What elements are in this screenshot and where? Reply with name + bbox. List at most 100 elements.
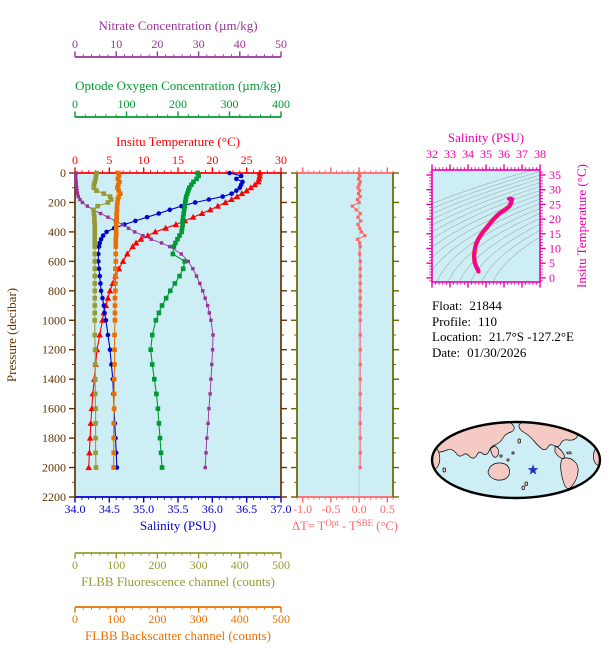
svg-text:1000: 1000 [42, 313, 66, 327]
series-backscatter [111, 170, 123, 470]
axis-dt-bottom: -1.0 -0.5 0.0 0.5 [293, 496, 395, 516]
svg-text:600: 600 [48, 254, 66, 268]
svg-text:36.0: 36.0 [202, 502, 223, 516]
svg-text:300: 300 [221, 97, 239, 111]
series-delta-t [350, 171, 367, 470]
svg-text:35: 35 [480, 147, 492, 161]
axis-nitrate: 0 10 20 30 40 50 Nitrate Concentration (µm/kg) [72, 18, 287, 58]
profile-row: Profile: 110 [432, 314, 574, 330]
svg-text:100: 100 [107, 612, 125, 626]
svg-text:5: 5 [106, 153, 112, 167]
svg-text:200: 200 [148, 612, 166, 626]
location-row: Location: 21.7°S -127.2°E [432, 329, 574, 345]
svg-text:34.5: 34.5 [99, 502, 120, 516]
axis-oxygen: 0 100 200 300 400 Optode Oxygen Concentration… [72, 78, 290, 118]
svg-text:2200: 2200 [42, 490, 66, 504]
location-label: Location: [432, 329, 482, 344]
svg-text:10: 10 [110, 37, 122, 51]
svg-text:30: 30 [275, 153, 287, 167]
svg-text:-0.5: -0.5 [321, 502, 340, 516]
island-nz-south [521, 485, 525, 490]
float-label: Float: [432, 298, 463, 313]
axis-salinity: 34.0 34.5 35.0 35.5 36.0 36.5 37.0 Salinity (PS… [65, 496, 292, 533]
island-pacific-1 [499, 454, 503, 458]
svg-text:10: 10 [549, 241, 561, 255]
float-location-star [527, 464, 539, 475]
svg-text:0.0: 0.0 [352, 502, 367, 516]
svg-text:400: 400 [272, 97, 290, 111]
svg-text:1600: 1600 [42, 402, 66, 416]
svg-text:32: 32 [426, 147, 438, 161]
svg-text:0: 0 [549, 271, 555, 285]
svg-text:36.5: 36.5 [236, 502, 257, 516]
star-shape [527, 464, 539, 475]
svg-text:40: 40 [234, 37, 246, 51]
svg-text:500: 500 [272, 558, 290, 572]
svg-text:15: 15 [172, 153, 184, 167]
svg-text:300: 300 [190, 558, 208, 572]
svg-text:20: 20 [206, 153, 218, 167]
landmass-south-america [560, 457, 579, 489]
series-nitrate [74, 171, 215, 470]
svg-text:35: 35 [549, 168, 561, 182]
svg-text:Insitu Temperature (°C): Insitu Temperature (°C) [574, 164, 589, 288]
series-fluorescence [91, 170, 114, 470]
landmass-australia [487, 462, 510, 481]
landmass-greenland [568, 422, 583, 425]
axis-pressure-ticks [280, 172, 287, 498]
dt-pressure-spine [392, 172, 399, 498]
date-label: Date: [432, 344, 461, 360]
svg-text:-1.0: -1.0 [293, 502, 312, 516]
svg-text:FLBB Fluorescence channel (cou: FLBB Fluorescence channel (counts) [81, 574, 275, 589]
svg-text:34.0: 34.0 [65, 502, 86, 516]
svg-text:Insitu Temperature (°C): Insitu Temperature (°C) [116, 134, 240, 149]
series-oxygen [148, 170, 201, 470]
svg-text:FLBB Backscatter channel (coun: FLBB Backscatter channel (counts) [85, 628, 271, 643]
svg-text:37: 37 [516, 147, 528, 161]
svg-text:1200: 1200 [42, 343, 66, 357]
svg-text:10: 10 [138, 153, 150, 167]
svg-text:37.0: 37.0 [271, 502, 292, 516]
island-caribbean [566, 451, 572, 455]
svg-text:ΔT= TOpt - TSBE (°C): ΔT= TOpt - TSBE (°C) [292, 518, 398, 533]
svg-text:300: 300 [190, 612, 208, 626]
svg-text:30: 30 [549, 183, 561, 197]
dt-pressure-spine [291, 172, 298, 498]
svg-text:Pressure (decibar): Pressure (decibar) [4, 288, 19, 382]
svg-text:15: 15 [549, 227, 561, 241]
svg-text:2000: 2000 [42, 461, 66, 475]
svg-text:200: 200 [169, 97, 187, 111]
svg-text:25: 25 [241, 153, 253, 167]
landmass-madagascar [442, 467, 446, 473]
svg-text:800: 800 [48, 284, 66, 298]
axis-pressure: 0 200 400 600 800 1000 1200 1400 1600 1800 2000 220… [42, 166, 76, 504]
svg-text:5: 5 [549, 256, 555, 270]
axis-dt-top [296, 167, 394, 174]
island-nz-north [524, 481, 528, 486]
landmass-seasia [490, 445, 499, 458]
axis-fluorescence: 0 100 200 300 400 500 FLBB Fluorescence channe… [72, 552, 290, 589]
series-ts-curve [472, 197, 514, 274]
svg-text:35.0: 35.0 [133, 502, 154, 516]
svg-text:38: 38 [534, 147, 546, 161]
map-outline [430, 420, 602, 500]
svg-text:25: 25 [549, 197, 561, 211]
landmass-central-america [554, 445, 565, 460]
svg-text:0: 0 [72, 612, 78, 626]
svg-text:35.5: 35.5 [168, 502, 189, 516]
float-value: 21844 [469, 298, 502, 313]
location-value: 21.7°S -127.2°E [488, 329, 574, 344]
svg-text:1800: 1800 [42, 431, 66, 445]
island-pacific-2 [506, 458, 510, 462]
svg-text:0: 0 [72, 97, 78, 111]
svg-text:400: 400 [231, 558, 249, 572]
float-info-block: Float: 21844 Profile: 110 Location: 21.7°S … [432, 298, 574, 360]
svg-text:33: 33 [444, 147, 456, 161]
svg-text:20: 20 [549, 212, 561, 226]
svg-text:Salinity (PSU): Salinity (PSU) [140, 518, 216, 533]
svg-text:400: 400 [231, 612, 249, 626]
svg-text:30: 30 [193, 37, 205, 51]
